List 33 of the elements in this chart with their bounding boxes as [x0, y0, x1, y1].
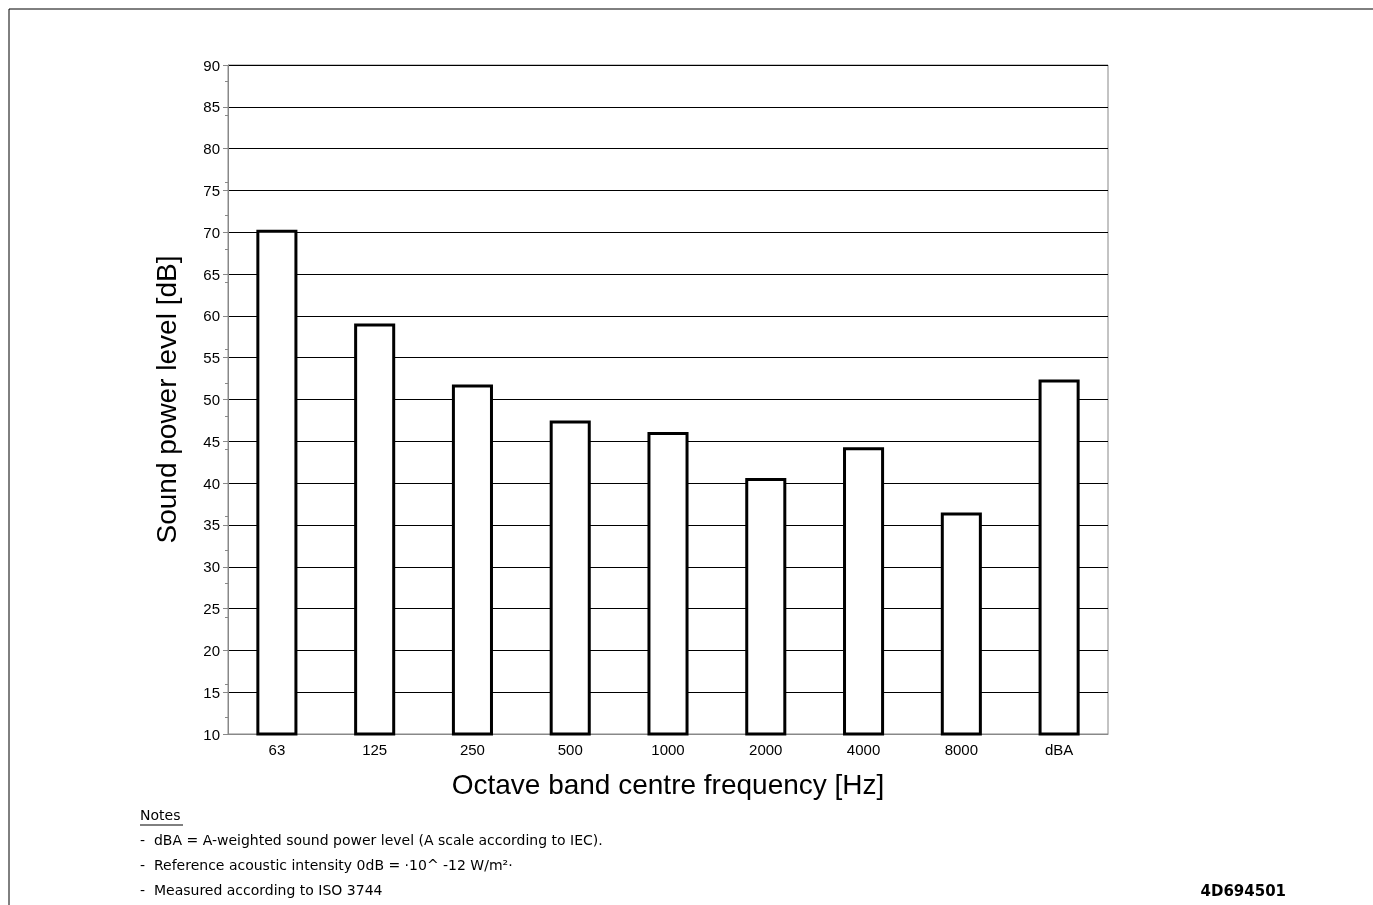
text: Notes [140, 807, 181, 823]
y-tick-label: 60 [203, 307, 220, 325]
y-tick-label: 80 [203, 140, 220, 158]
y-tick-label: 90 [203, 56, 220, 74]
x-tick-label: 8000 [944, 741, 979, 758]
y-tick-label: 70 [203, 223, 220, 241]
y-tick-label: 35 [203, 516, 220, 534]
text: - dBA = A-weighted sound power level (A scale according to IEC). [140, 832, 603, 848]
x-tick-label: 63 [268, 741, 286, 758]
y-tick-label: 20 [203, 641, 220, 659]
y-tick-label: 85 [203, 98, 220, 116]
y-tick-label: 65 [203, 265, 220, 283]
y-tick-label: 30 [203, 558, 220, 576]
y-tick-label: 45 [203, 432, 220, 450]
y-tick-label: 15 [203, 683, 220, 701]
x-tick-label: 250 [459, 741, 485, 758]
x-tick-label: 500 [557, 741, 583, 758]
y-tick-label: 50 [203, 391, 220, 408]
text: - Measured according to ISO 3744 [140, 882, 383, 898]
x-tick-label: dBA [1044, 741, 1074, 758]
text: 4D694501 [1200, 881, 1287, 900]
x-axis-title: Octave band centre frequency [Hz] [451, 768, 885, 800]
y-tick-label: 55 [203, 349, 220, 367]
x-tick-label: 1000 [651, 741, 685, 758]
y-tick-label: 25 [203, 600, 220, 618]
x-tick-label: 4000 [846, 741, 881, 758]
y-axis-title: Sound power level [dB] [150, 255, 182, 544]
y-tick-label: 75 [203, 181, 220, 199]
y-tick-label: 10 [203, 725, 220, 743]
x-tick-label: 2000 [749, 741, 783, 758]
x-tick-label: 125 [362, 741, 388, 758]
text: - Reference acoustic intensity 0dB = ·10^ -12 W/m²· [140, 857, 513, 873]
y-tick-label: 40 [203, 474, 220, 492]
